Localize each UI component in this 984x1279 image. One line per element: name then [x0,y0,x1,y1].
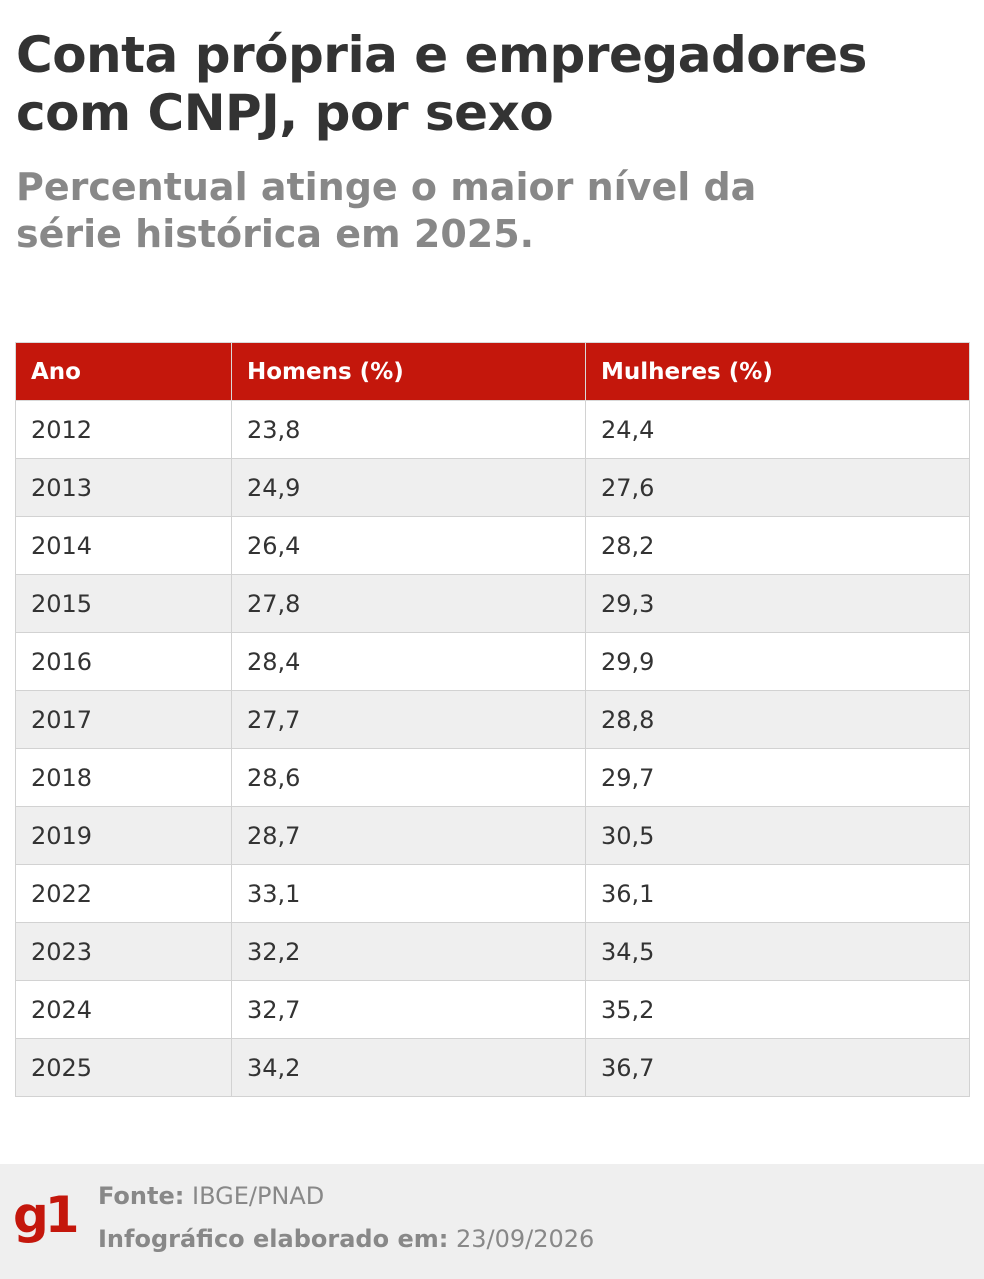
table-row: 2015 27,8 29,3 [15,574,970,633]
cell-homens: 27,7 [231,690,586,749]
table-header-row: Ano Homens (%) Mulheres (%) [15,342,970,401]
date-label: Infográfico elaborado em: [98,1225,449,1253]
cell-ano: 2015 [15,574,232,633]
table-row: 2013 24,9 27,6 [15,458,970,517]
cell-ano: 2019 [15,806,232,865]
table-row: 2025 34,2 36,7 [15,1038,970,1097]
cell-homens: 26,4 [231,516,586,575]
cell-homens: 28,7 [231,806,586,865]
table-row: 2024 32,7 35,2 [15,980,970,1039]
cell-ano: 2022 [15,864,232,923]
table-row: 2017 27,7 28,8 [15,690,970,749]
table-row: 2018 28,6 29,7 [15,748,970,807]
table-row: 2019 28,7 30,5 [15,806,970,865]
cell-homens: 34,2 [231,1038,586,1097]
source-label: Fonte: [98,1182,185,1210]
column-header-ano: Ano [15,342,232,401]
cell-mulheres: 36,7 [585,1038,970,1097]
cell-homens: 28,6 [231,748,586,807]
cell-mulheres: 36,1 [585,864,970,923]
chart-subtitle: Percentual atinge o maior nível da série… [16,165,757,256]
cell-ano: 2014 [15,516,232,575]
cell-mulheres: 29,3 [585,574,970,633]
cell-ano: 2024 [15,980,232,1039]
logo-text: g1 [13,1188,77,1244]
date-line: Infográfico elaborado em: 23/09/2026 [98,1225,594,1253]
source-value: IBGE/PNAD [191,1182,325,1210]
cell-mulheres: 28,2 [585,516,970,575]
cell-mulheres: 29,9 [585,632,970,691]
table-row: 2022 33,1 36,1 [15,864,970,923]
cell-ano: 2017 [15,690,232,749]
cell-mulheres: 34,5 [585,922,970,981]
cell-mulheres: 29,7 [585,748,970,807]
column-header-mulheres: Mulheres (%) [585,342,970,401]
cell-mulheres: 28,8 [585,690,970,749]
cell-homens: 32,7 [231,980,586,1039]
cell-mulheres: 35,2 [585,980,970,1039]
column-header-homens: Homens (%) [231,342,586,401]
cell-ano: 2018 [15,748,232,807]
cell-ano: 2023 [15,922,232,981]
cell-homens: 27,8 [231,574,586,633]
data-table: Ano Homens (%) Mulheres (%) 2012 23,8 24,4… [15,342,970,1097]
table-body: 2012 23,8 24,4 2013 24,9 27,6 2014 26,4 28,2 2015… [15,400,970,1097]
cell-homens: 32,2 [231,922,586,981]
date-value: 23/09/2026 [455,1225,595,1253]
table-row: 2016 28,4 29,9 [15,632,970,691]
chart-title: Conta própria e empregadores com CNPJ, p… [16,26,867,142]
footer [0,1164,984,1279]
cell-mulheres: 30,5 [585,806,970,865]
cell-mulheres: 27,6 [585,458,970,517]
cell-ano: 2016 [15,632,232,691]
cell-homens: 24,9 [231,458,586,517]
table-row: 2014 26,4 28,2 [15,516,970,575]
table-row: 2023 32,2 34,5 [15,922,970,981]
table-row: 2012 23,8 24,4 [15,400,970,459]
cell-ano: 2013 [15,458,232,517]
cell-ano: 2025 [15,1038,232,1097]
cell-mulheres: 24,4 [585,400,970,459]
table-header: Ano Homens (%) Mulheres (%) [15,342,970,401]
cell-homens: 23,8 [231,400,586,459]
cell-homens: 28,4 [231,632,586,691]
g1-logo: g1 [13,1188,78,1244]
source-line: Fonte: IBGE/PNAD [98,1182,324,1210]
cell-homens: 33,1 [231,864,586,923]
cell-ano: 2012 [15,400,232,459]
